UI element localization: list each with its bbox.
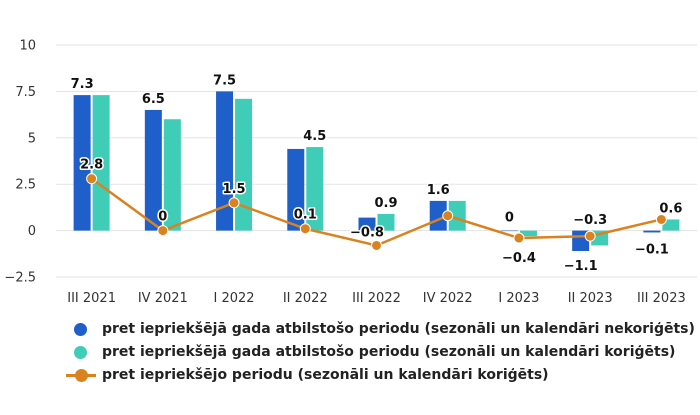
legend-item-line[interactable]: pret iepriekšējo periodu (sezonāli un ka… <box>66 364 695 387</box>
legend: pret iepriekšējā gada atbilstošo periodu… <box>66 318 695 387</box>
data-labels: 7.37.36.56.57.57.5−0.8−0.81.61.600−1.1−1… <box>69 72 684 276</box>
line-point <box>157 225 169 237</box>
data-label-halo: 0.6 <box>659 201 682 216</box>
bar <box>643 230 661 233</box>
legend-marker-icon <box>74 323 87 336</box>
x-tick-label: IV 2022 <box>423 291 473 306</box>
data-label: 0.6 <box>659 201 682 216</box>
data-label: −0.1 <box>635 243 669 258</box>
data-label-halo: 7.3 <box>71 77 94 92</box>
data-label: −1.1 <box>564 259 598 274</box>
bar <box>73 95 91 231</box>
data-label: 0.1 <box>294 208 317 223</box>
line-point <box>442 210 454 222</box>
data-label-halo: −0.4 <box>502 251 536 266</box>
bar <box>662 219 680 231</box>
data-label-halo: 0 <box>158 210 167 225</box>
data-label-halo: 4.5 <box>303 129 326 144</box>
bars <box>73 91 680 252</box>
y-tick-label: 0 <box>28 224 36 239</box>
line-point <box>584 230 596 242</box>
data-label-halo: −1.1 <box>564 259 598 274</box>
data-label: 0 <box>158 210 167 225</box>
bar <box>144 109 162 231</box>
x-tick-label: III 2022 <box>352 291 401 306</box>
bar <box>287 148 305 231</box>
data-label-halo: 6.5 <box>142 92 165 107</box>
y-tick-label: −2.5 <box>4 271 36 286</box>
legend-marker-icon <box>74 346 87 359</box>
line-point <box>228 197 240 209</box>
data-label-halo: −0.8 <box>350 226 384 241</box>
line-point <box>513 232 525 244</box>
legend-label: pret iepriekšējā gada atbilstošo periodu… <box>102 321 695 337</box>
bar <box>448 200 466 231</box>
bar <box>358 217 376 231</box>
legend-item-bar-adjusted[interactable]: pret iepriekšējā gada atbilstošo periodu… <box>66 341 695 364</box>
data-label-halo: 2.8 <box>80 158 103 173</box>
data-label-halo: 0.9 <box>374 196 397 211</box>
data-label-halo: 0 <box>505 211 514 226</box>
data-label-halo: 1.6 <box>427 183 450 198</box>
data-label: 4.5 <box>303 129 326 144</box>
y-tick-label: 10 <box>19 39 36 54</box>
x-tick-label: I 2022 <box>214 291 255 306</box>
bar <box>235 98 253 231</box>
data-label: 1.6 <box>427 183 450 198</box>
data-label: 0 <box>505 211 514 226</box>
x-tick-label: IV 2021 <box>138 291 188 306</box>
data-label: 7.3 <box>71 77 94 92</box>
data-label: −0.4 <box>502 251 536 266</box>
legend-marker-icon <box>75 369 88 382</box>
data-label: 1.5 <box>223 182 246 197</box>
data-label-halo: 1.5 <box>223 182 246 197</box>
y-tick-label: 5 <box>28 131 36 146</box>
x-tick-label: II 2022 <box>283 291 328 306</box>
legend-label: pret iepriekšējā gada atbilstošo periodu… <box>102 344 676 360</box>
x-tick-label: III 2021 <box>67 291 116 306</box>
data-label: −0.8 <box>350 226 384 241</box>
bar <box>216 91 234 231</box>
line-point <box>299 223 311 235</box>
data-label-halo: 7.5 <box>213 73 236 88</box>
data-label-halo: −0.1 <box>635 243 669 258</box>
legend-item-bar-raw[interactable]: pret iepriekšējā gada atbilstošo periodu… <box>66 318 695 341</box>
data-label: 7.5 <box>213 73 236 88</box>
data-label: 0.9 <box>374 196 397 211</box>
line-series <box>86 173 667 251</box>
x-tick-label: I 2023 <box>498 291 539 306</box>
x-tick-label: II 2023 <box>568 291 613 306</box>
bar <box>429 200 447 231</box>
bar <box>377 213 395 231</box>
x-axis-ticks: III 2021 IV 2021 I 2022 II 2022 III 2022 IV 2… <box>67 291 685 306</box>
bar <box>500 230 518 232</box>
y-tick-label: 2.5 <box>15 178 36 193</box>
bar <box>92 95 110 231</box>
y-tick-label: 7.5 <box>15 85 36 100</box>
line-point <box>371 239 382 251</box>
line-point <box>655 213 667 225</box>
x-tick-label: III 2023 <box>637 291 686 306</box>
data-label: −0.3 <box>573 213 607 228</box>
data-label: 2.8 <box>80 158 103 173</box>
bar <box>519 230 537 237</box>
data-label-halo: −0.3 <box>573 213 607 228</box>
legend-label: pret iepriekšējo periodu (sezonāli un ka… <box>102 367 549 383</box>
data-label: 6.5 <box>142 92 165 107</box>
data-label-halo: 0.1 <box>294 208 317 223</box>
bar <box>163 119 181 231</box>
bar <box>306 147 324 231</box>
line-point <box>86 173 98 185</box>
y-axis-ticks: −2.5 0 2.5 5 7.5 10 <box>4 39 36 286</box>
